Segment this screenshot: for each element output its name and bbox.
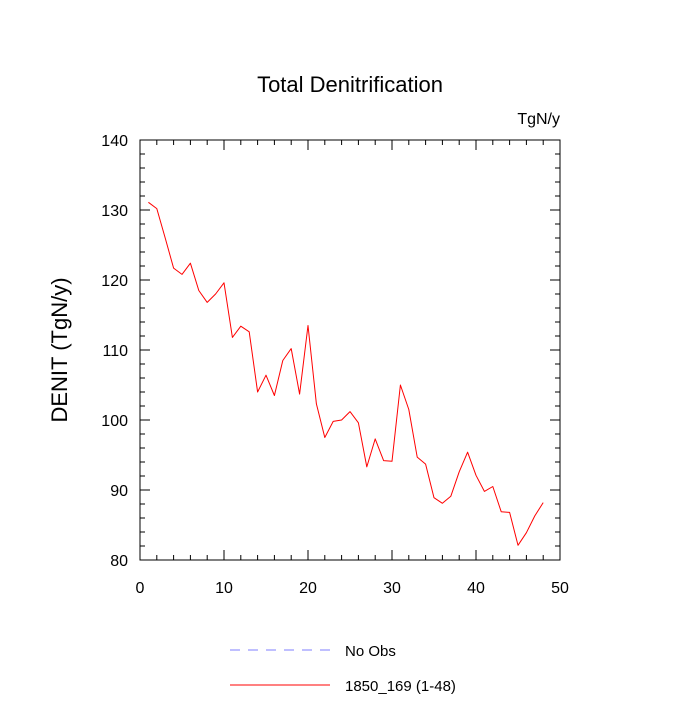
y-tick-label: 100	[101, 413, 128, 430]
axis-ticks	[139, 139, 561, 561]
legend-label: 1850_169 (1-48)	[345, 678, 456, 695]
series-line	[148, 201, 544, 546]
legend: No Obs 1850_169 (1-48)	[230, 643, 456, 695]
x-tick-label: 20	[299, 580, 317, 597]
plot-frame	[139, 139, 561, 561]
x-tick-label: 40	[467, 580, 485, 597]
y-tick-label: 110	[102, 343, 128, 360]
units-label: TgN/y	[517, 111, 560, 128]
x-tick-label: 50	[551, 580, 569, 597]
x-tick-label: 10	[215, 580, 233, 597]
series-layer	[148, 201, 544, 546]
chart-title: Total Denitrification	[257, 72, 443, 97]
y-tick-label: 120	[101, 273, 128, 290]
y-tick-label: 90	[110, 483, 128, 500]
y-tick-label: 80	[110, 553, 128, 570]
y-tick-label: 130	[101, 203, 128, 220]
y-tick-label: 140	[101, 133, 128, 150]
x-tick-label: 30	[383, 580, 401, 597]
x-tick-label: 0	[136, 580, 145, 597]
axis-tick-labels: 0 10 20 30 40 50 80 90 100 110 120 130 140	[101, 133, 569, 597]
y-axis-label: DENIT (TgN/y)	[47, 277, 72, 422]
legend-label: No Obs	[345, 643, 396, 660]
